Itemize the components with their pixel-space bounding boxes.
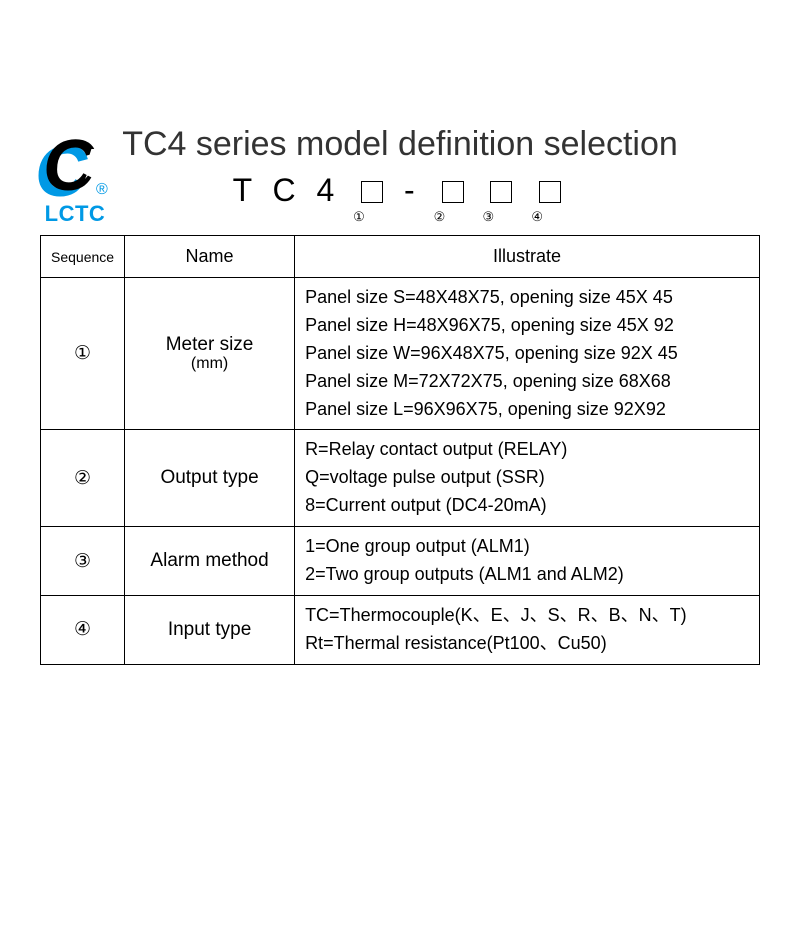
illustrate-line: Panel size M=72X72X75, opening size 68X6… (305, 368, 749, 396)
table-row: ①Meter size(mm) Panel size S=48X48X75, op… (41, 278, 760, 430)
seq-cell: ④ (41, 595, 125, 664)
name-sub: (mm) (135, 355, 284, 373)
model-slot-3 (490, 181, 512, 203)
illustrate-cell: Panel size S=48X48X75, opening size 45X … (295, 278, 760, 430)
table-row: ③Alarm method1=One group output (ALM1)2=… (41, 527, 760, 596)
name-cell: Meter size(mm) (125, 278, 295, 430)
illustrate-line: Panel size S=48X48X75, opening size 45X … (305, 284, 749, 312)
model-prefix: T C 4 (233, 172, 341, 208)
illustrate-line: 8=Current output (DC4-20mA) (305, 492, 749, 520)
table-row: ②Output typeR=Relay contact output (RELA… (41, 430, 760, 527)
model-code-line: T C 4 ① - ② ③ ④ (0, 172, 800, 209)
seq-cell: ① (41, 278, 125, 430)
illustrate-line: TC=Thermocouple(K、E、J、S、R、B、N、T) (305, 602, 749, 630)
illustrate-line: Panel size L=96X96X75, opening size 92X9… (305, 396, 749, 424)
col-name: Name (125, 236, 295, 278)
name-cell: Output type (125, 430, 295, 527)
name-cell: Alarm method (125, 527, 295, 596)
illustrate-line: 1=One group output (ALM1) (305, 533, 749, 561)
seq-cell: ③ (41, 527, 125, 596)
col-sequence: Sequence (41, 236, 125, 278)
illustrate-cell: R=Relay contact output (RELAY)Q=voltage … (295, 430, 760, 527)
illustrate-line: Rt=Thermal resistance(Pt100、Cu50) (305, 630, 749, 658)
name-cell: Input type (125, 595, 295, 664)
table-row: ④Input typeTC=Thermocouple(K、E、J、S、R、B、N… (41, 595, 760, 664)
illustrate-line: Panel size W=96X48X75, opening size 92X … (305, 340, 749, 368)
model-dash: - (404, 172, 421, 208)
seq-cell: ② (41, 430, 125, 527)
illustrate-line: 2=Two group outputs (ALM1 and ALM2) (305, 561, 749, 589)
definition-table: Sequence Name Illustrate ①Meter size(mm)… (40, 235, 760, 665)
illustrate-line: R=Relay contact output (RELAY) (305, 436, 749, 464)
illustrate-line: Q=voltage pulse output (SSR) (305, 464, 749, 492)
illustrate-line: Panel size H=48X96X75, opening size 45X … (305, 312, 749, 340)
illustrate-cell: TC=Thermocouple(K、E、J、S、R、B、N、T)Rt=Therm… (295, 595, 760, 664)
model-slot-4 (539, 181, 561, 203)
model-slot-2 (442, 181, 464, 203)
illustrate-cell: 1=One group output (ALM1)2=Two group out… (295, 527, 760, 596)
table-header-row: Sequence Name Illustrate (41, 236, 760, 278)
page-title: TC4 series model definition selection (0, 125, 800, 164)
col-illustrate: Illustrate (295, 236, 760, 278)
model-slot-1 (361, 181, 383, 203)
